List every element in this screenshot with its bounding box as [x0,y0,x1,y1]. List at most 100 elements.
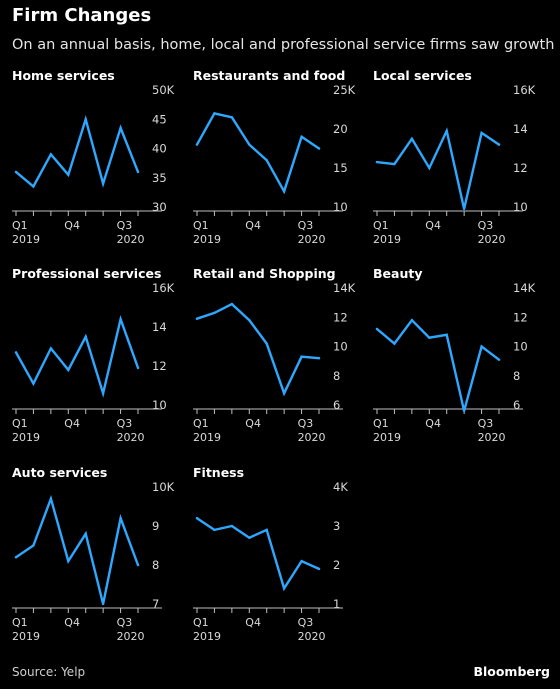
x-tick-label: Q4 [425,219,441,232]
x-tick-year-label: 2020 [478,431,506,444]
data-point [49,347,53,350]
x-tick-label: Q3 [478,219,494,232]
y-tick-label: 10K [152,480,175,494]
page-subtitle: On an annual basis, home, local and prof… [12,37,555,53]
y-tick-label: 14 [152,320,167,334]
y-tick-label: 50K [152,83,175,97]
y-tick-label: 10 [152,398,167,412]
x-tick-year-label: 2019 [193,233,221,246]
y-tick-label: 10 [333,340,348,354]
panel-title: Beauty [373,266,422,281]
data-point [84,532,87,535]
x-tick-year-label: 2020 [298,233,326,246]
data-point [265,159,268,162]
data-point [445,129,448,133]
x-tick-label: Q4 [245,417,261,430]
data-point [136,170,140,174]
data-point [497,358,501,361]
data-point [101,182,105,185]
data-point [84,118,87,121]
data-point [67,559,70,563]
x-tick-year-label: 2019 [12,431,40,444]
series-line [14,314,140,398]
x-tick-label: Q4 [425,417,441,430]
data-point [317,357,321,360]
y-tick-label: 4K [333,480,348,494]
y-tick-label: 25K [333,83,356,97]
data-point [213,528,216,532]
x-tick-label: Q1 [193,417,209,430]
panel-title: Auto services [12,465,107,480]
data-point [282,392,286,395]
x-tick-year-label: 2020 [117,233,145,246]
data-point [230,302,234,306]
y-tick-label: 16K [513,83,536,97]
y-tick-label: 8 [513,369,520,383]
y-tick-label: 20 [333,122,348,136]
x-tick-year-label: 2020 [298,431,326,444]
x-tick-label: Q3 [117,219,133,232]
data-point [248,143,251,146]
series-line [195,112,321,195]
data-point [119,517,122,520]
series-line [195,302,321,397]
data-point [136,563,140,567]
x-tick-label: Q3 [117,616,133,629]
y-tick-label: 2 [333,558,340,572]
x-tick-label: Q1 [12,616,28,629]
series-line [14,115,140,189]
y-tick-label: 16K [152,281,175,295]
y-tick-label: 15 [333,161,348,175]
y-tick-label: 40 [152,142,167,156]
panel-title: Restaurants and food [193,68,345,83]
data-point [84,335,87,338]
data-point [282,587,286,590]
data-point [49,497,53,500]
data-point [393,162,396,166]
y-tick-label: 12 [513,310,528,324]
data-point [14,170,18,174]
data-point [428,336,431,339]
x-tick-label: Q1 [193,219,209,232]
data-point [393,342,396,345]
x-tick-year-label: 2019 [12,630,40,643]
x-tick-label: Q1 [12,219,28,232]
data-point [230,524,234,528]
data-point [14,351,18,354]
series-line [14,494,140,605]
brand-logo: Bloomberg [473,664,550,679]
x-tick-label: Q1 [373,417,389,430]
x-tick-year-label: 2020 [478,233,506,246]
data-point [410,137,414,140]
data-point [282,190,286,193]
x-tick-year-label: 2019 [373,431,401,444]
x-tick-label: Q3 [298,417,314,430]
x-tick-year-label: 2020 [117,431,145,444]
data-point [428,166,431,170]
x-tick-label: Q4 [245,219,261,232]
y-tick-label: 6 [513,398,520,412]
y-tick-label: 1 [333,597,340,611]
x-tick-year-label: 2019 [193,630,221,643]
y-tick-label: 10 [513,340,528,354]
x-tick-year-label: 2019 [12,233,40,246]
data-point [462,207,466,211]
y-tick-label: 12 [152,359,167,373]
x-tick-label: Q1 [193,616,209,629]
data-point [195,317,199,320]
series-line [375,127,501,210]
x-tick-label: Q1 [12,417,28,430]
y-tick-label: 10 [333,200,348,214]
data-point [67,368,70,372]
data-point [462,409,466,413]
y-tick-label: 14K [513,281,536,295]
y-tick-label: 7 [152,597,159,611]
x-tick-year-label: 2020 [298,630,326,643]
y-tick-label: 45 [152,112,167,126]
data-point [195,517,199,520]
data-point [49,153,53,156]
x-tick-label: Q3 [117,417,133,430]
data-point [101,392,105,395]
data-point [265,342,268,345]
